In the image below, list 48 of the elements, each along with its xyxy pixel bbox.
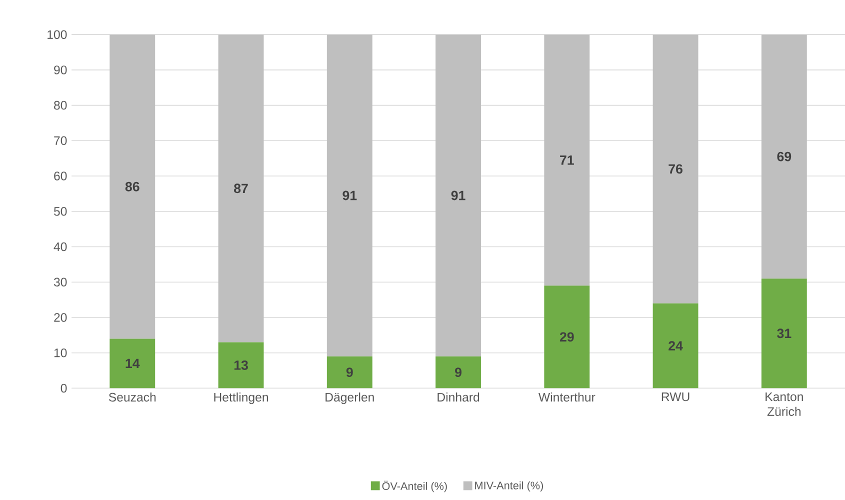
bar bbox=[436, 34, 481, 356]
y-tick-label: 40 bbox=[54, 242, 67, 252]
bar bbox=[761, 34, 807, 279]
bar bbox=[218, 342, 264, 388]
bar bbox=[761, 278, 807, 388]
x-tick-label: Dinhard bbox=[438, 392, 480, 402]
y-tick-label: 100 bbox=[48, 30, 67, 40]
y-tick-label: 70 bbox=[54, 136, 67, 146]
legend-label: ÖV-Anteil (%) bbox=[382, 480, 447, 492]
bar bbox=[544, 286, 590, 388]
data-label: 76 bbox=[668, 164, 682, 174]
data-label: 71 bbox=[560, 156, 574, 165]
y-tick-label: 50 bbox=[54, 207, 67, 216]
bar bbox=[652, 303, 698, 388]
data-label: 86 bbox=[125, 182, 140, 192]
data-label: 91 bbox=[342, 190, 357, 200]
y-tick-label: 0 bbox=[60, 384, 67, 393]
data-label: 69 bbox=[777, 152, 792, 162]
y-tick-label: 90 bbox=[54, 66, 67, 74]
y-tick-label: 10 bbox=[54, 348, 67, 358]
x-tick-label: Hettlingen bbox=[214, 392, 268, 404]
data-label: 29 bbox=[560, 332, 574, 342]
x-tick-label: Dägerlen bbox=[326, 392, 374, 404]
bar bbox=[110, 34, 156, 339]
data-label: 31 bbox=[777, 328, 792, 338]
x-tick-label: Seuzach bbox=[108, 392, 156, 402]
bar bbox=[544, 34, 590, 286]
bar bbox=[326, 34, 372, 356]
data-label: 87 bbox=[234, 184, 248, 194]
legend-label: MIV-Anteil (%) bbox=[475, 481, 543, 492]
data-label: 13 bbox=[234, 360, 248, 370]
bar bbox=[110, 338, 156, 388]
data-label: 24 bbox=[668, 341, 683, 351]
y-tick-label: 20 bbox=[54, 313, 67, 322]
bar bbox=[326, 356, 372, 388]
data-label: 9 bbox=[346, 368, 353, 378]
x-tick-label: Winterthur bbox=[538, 392, 596, 402]
x-tick-label: Kanton Zürich bbox=[766, 392, 803, 416]
y-tick-label: 30 bbox=[54, 278, 67, 287]
bar bbox=[652, 34, 698, 304]
y-tick-label: 60 bbox=[54, 172, 67, 180]
bar bbox=[218, 34, 264, 342]
data-label: 9 bbox=[455, 368, 462, 378]
data-label: 14 bbox=[126, 358, 140, 368]
data-label: 91 bbox=[451, 190, 466, 200]
bar bbox=[436, 356, 481, 388]
x-tick-label: RWU bbox=[662, 392, 690, 402]
y-tick-label: 80 bbox=[54, 101, 67, 110]
